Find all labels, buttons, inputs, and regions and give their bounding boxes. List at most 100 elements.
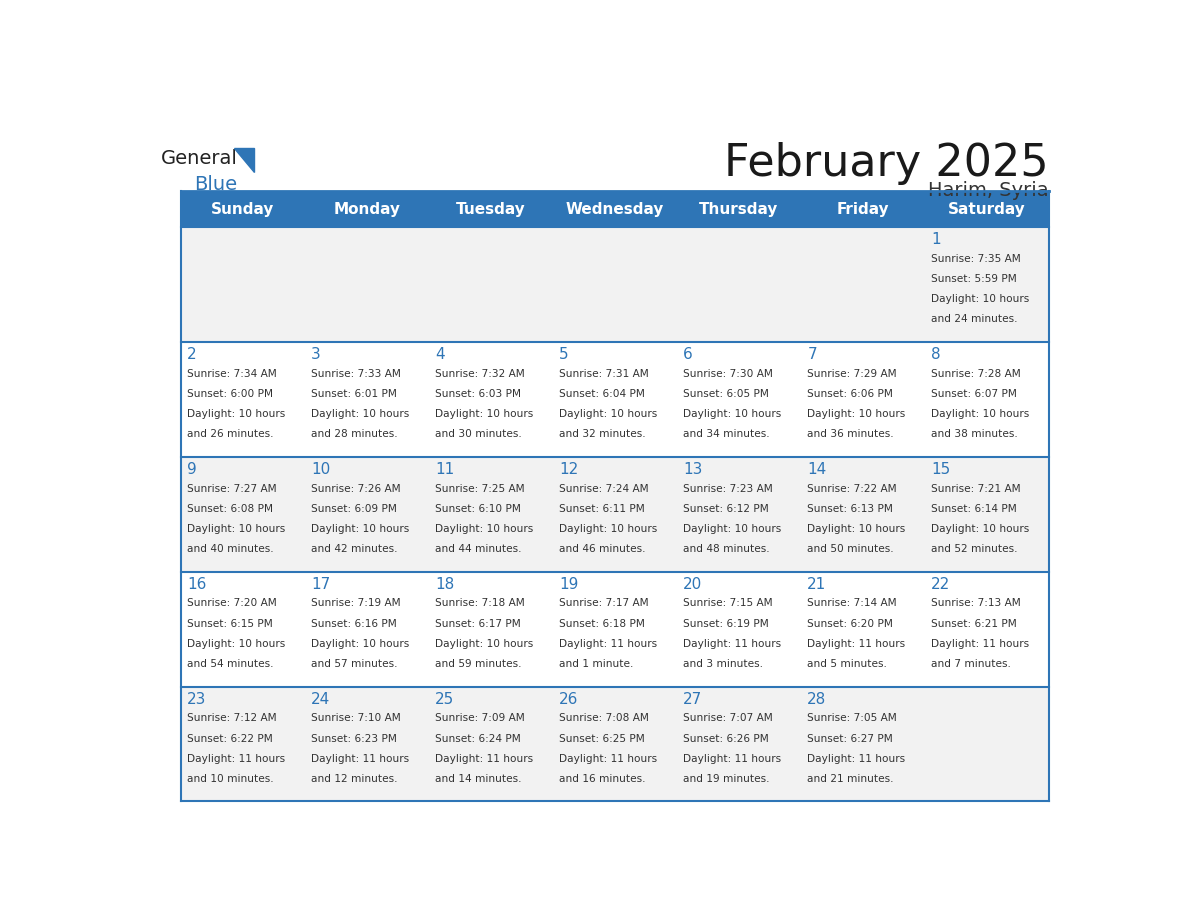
Text: Sunset: 6:20 PM: Sunset: 6:20 PM bbox=[808, 619, 893, 629]
Text: and 7 minutes.: and 7 minutes. bbox=[931, 659, 1011, 669]
Text: and 38 minutes.: and 38 minutes. bbox=[931, 429, 1018, 439]
Text: February 2025: February 2025 bbox=[725, 142, 1049, 185]
Text: 9: 9 bbox=[188, 463, 197, 477]
Text: Daylight: 11 hours: Daylight: 11 hours bbox=[560, 754, 657, 764]
Text: Sunrise: 7:09 AM: Sunrise: 7:09 AM bbox=[435, 713, 525, 723]
Text: 2: 2 bbox=[188, 347, 197, 363]
Text: and 28 minutes.: and 28 minutes. bbox=[311, 429, 398, 439]
Text: 21: 21 bbox=[808, 577, 827, 592]
Text: Sunset: 6:13 PM: Sunset: 6:13 PM bbox=[808, 504, 893, 514]
Text: 13: 13 bbox=[683, 463, 702, 477]
Text: 17: 17 bbox=[311, 577, 330, 592]
Text: Daylight: 10 hours: Daylight: 10 hours bbox=[311, 409, 410, 419]
Text: 4: 4 bbox=[435, 347, 444, 363]
Text: Daylight: 10 hours: Daylight: 10 hours bbox=[435, 639, 533, 649]
Text: and 34 minutes.: and 34 minutes. bbox=[683, 429, 770, 439]
Text: Sunset: 6:09 PM: Sunset: 6:09 PM bbox=[311, 504, 397, 514]
Text: Sunrise: 7:22 AM: Sunrise: 7:22 AM bbox=[808, 484, 897, 494]
Text: Daylight: 10 hours: Daylight: 10 hours bbox=[931, 524, 1030, 533]
Text: and 5 minutes.: and 5 minutes. bbox=[808, 659, 887, 669]
Text: Sunrise: 7:14 AM: Sunrise: 7:14 AM bbox=[808, 599, 897, 609]
Text: Sunset: 6:12 PM: Sunset: 6:12 PM bbox=[683, 504, 769, 514]
Text: Sunset: 6:01 PM: Sunset: 6:01 PM bbox=[311, 388, 397, 398]
Text: 5: 5 bbox=[560, 347, 569, 363]
Text: and 42 minutes.: and 42 minutes. bbox=[311, 543, 398, 554]
Text: Sunset: 6:06 PM: Sunset: 6:06 PM bbox=[808, 388, 893, 398]
Text: Sunset: 6:22 PM: Sunset: 6:22 PM bbox=[188, 733, 273, 744]
Text: Daylight: 10 hours: Daylight: 10 hours bbox=[188, 409, 285, 419]
Text: Sunset: 6:07 PM: Sunset: 6:07 PM bbox=[931, 388, 1017, 398]
Text: 7: 7 bbox=[808, 347, 817, 363]
Text: and 48 minutes.: and 48 minutes. bbox=[683, 543, 770, 554]
Text: 15: 15 bbox=[931, 463, 950, 477]
Text: and 57 minutes.: and 57 minutes. bbox=[311, 659, 398, 669]
Text: Sunrise: 7:12 AM: Sunrise: 7:12 AM bbox=[188, 713, 277, 723]
Text: Daylight: 10 hours: Daylight: 10 hours bbox=[435, 409, 533, 419]
Text: and 36 minutes.: and 36 minutes. bbox=[808, 429, 893, 439]
Text: Sunrise: 7:35 AM: Sunrise: 7:35 AM bbox=[931, 253, 1022, 263]
Text: and 10 minutes.: and 10 minutes. bbox=[188, 774, 273, 784]
Text: 1: 1 bbox=[931, 232, 941, 248]
Text: 8: 8 bbox=[931, 347, 941, 363]
Text: Daylight: 10 hours: Daylight: 10 hours bbox=[683, 524, 782, 533]
Text: Daylight: 11 hours: Daylight: 11 hours bbox=[683, 754, 782, 764]
Text: Sunrise: 7:08 AM: Sunrise: 7:08 AM bbox=[560, 713, 649, 723]
Text: Daylight: 10 hours: Daylight: 10 hours bbox=[188, 639, 285, 649]
Text: and 59 minutes.: and 59 minutes. bbox=[435, 659, 522, 669]
Text: Daylight: 11 hours: Daylight: 11 hours bbox=[808, 754, 905, 764]
Text: Sunset: 6:05 PM: Sunset: 6:05 PM bbox=[683, 388, 769, 398]
Text: Sunset: 6:24 PM: Sunset: 6:24 PM bbox=[435, 733, 522, 744]
Text: and 50 minutes.: and 50 minutes. bbox=[808, 543, 893, 554]
Text: 24: 24 bbox=[311, 692, 330, 707]
Text: Sunset: 6:08 PM: Sunset: 6:08 PM bbox=[188, 504, 273, 514]
Text: Sunset: 6:23 PM: Sunset: 6:23 PM bbox=[311, 733, 397, 744]
Text: Daylight: 10 hours: Daylight: 10 hours bbox=[808, 524, 905, 533]
Bar bbox=[181, 456, 1049, 572]
Text: and 26 minutes.: and 26 minutes. bbox=[188, 429, 273, 439]
Text: and 46 minutes.: and 46 minutes. bbox=[560, 543, 646, 554]
Text: Daylight: 10 hours: Daylight: 10 hours bbox=[931, 409, 1030, 419]
Text: 25: 25 bbox=[435, 692, 455, 707]
Text: 14: 14 bbox=[808, 463, 827, 477]
Text: Sunrise: 7:07 AM: Sunrise: 7:07 AM bbox=[683, 713, 773, 723]
Text: 11: 11 bbox=[435, 463, 455, 477]
Text: and 40 minutes.: and 40 minutes. bbox=[188, 543, 273, 554]
Text: Sunrise: 7:23 AM: Sunrise: 7:23 AM bbox=[683, 484, 773, 494]
Text: Sunrise: 7:31 AM: Sunrise: 7:31 AM bbox=[560, 369, 649, 378]
Text: and 16 minutes.: and 16 minutes. bbox=[560, 774, 646, 784]
Bar bbox=[181, 192, 1049, 227]
Text: Sunrise: 7:19 AM: Sunrise: 7:19 AM bbox=[311, 599, 400, 609]
Text: Daylight: 10 hours: Daylight: 10 hours bbox=[311, 639, 410, 649]
Text: Friday: Friday bbox=[836, 202, 889, 217]
Text: Harim, Syria: Harim, Syria bbox=[928, 181, 1049, 200]
Bar bbox=[181, 572, 1049, 687]
Text: and 44 minutes.: and 44 minutes. bbox=[435, 543, 522, 554]
Text: and 52 minutes.: and 52 minutes. bbox=[931, 543, 1018, 554]
Text: Thursday: Thursday bbox=[700, 202, 778, 217]
Text: Sunset: 5:59 PM: Sunset: 5:59 PM bbox=[931, 274, 1017, 284]
Text: Sunrise: 7:17 AM: Sunrise: 7:17 AM bbox=[560, 599, 649, 609]
Text: Sunset: 6:03 PM: Sunset: 6:03 PM bbox=[435, 388, 522, 398]
Text: 22: 22 bbox=[931, 577, 950, 592]
Bar bbox=[181, 341, 1049, 456]
Text: Sunset: 6:21 PM: Sunset: 6:21 PM bbox=[931, 619, 1017, 629]
Text: Daylight: 11 hours: Daylight: 11 hours bbox=[311, 754, 410, 764]
Text: Sunset: 6:14 PM: Sunset: 6:14 PM bbox=[931, 504, 1017, 514]
Text: General: General bbox=[160, 149, 238, 168]
Text: Sunrise: 7:05 AM: Sunrise: 7:05 AM bbox=[808, 713, 897, 723]
Text: Daylight: 11 hours: Daylight: 11 hours bbox=[808, 639, 905, 649]
Text: 19: 19 bbox=[560, 577, 579, 592]
Text: and 1 minute.: and 1 minute. bbox=[560, 659, 633, 669]
Text: 12: 12 bbox=[560, 463, 579, 477]
Text: Daylight: 11 hours: Daylight: 11 hours bbox=[435, 754, 533, 764]
Text: Blue: Blue bbox=[194, 175, 238, 194]
Text: and 19 minutes.: and 19 minutes. bbox=[683, 774, 770, 784]
Text: Monday: Monday bbox=[334, 202, 400, 217]
Text: Daylight: 10 hours: Daylight: 10 hours bbox=[931, 294, 1030, 304]
Text: and 32 minutes.: and 32 minutes. bbox=[560, 429, 646, 439]
Text: Sunrise: 7:33 AM: Sunrise: 7:33 AM bbox=[311, 369, 402, 378]
Text: 10: 10 bbox=[311, 463, 330, 477]
Text: Sunrise: 7:26 AM: Sunrise: 7:26 AM bbox=[311, 484, 400, 494]
Text: and 30 minutes.: and 30 minutes. bbox=[435, 429, 522, 439]
Text: Sunset: 6:10 PM: Sunset: 6:10 PM bbox=[435, 504, 522, 514]
